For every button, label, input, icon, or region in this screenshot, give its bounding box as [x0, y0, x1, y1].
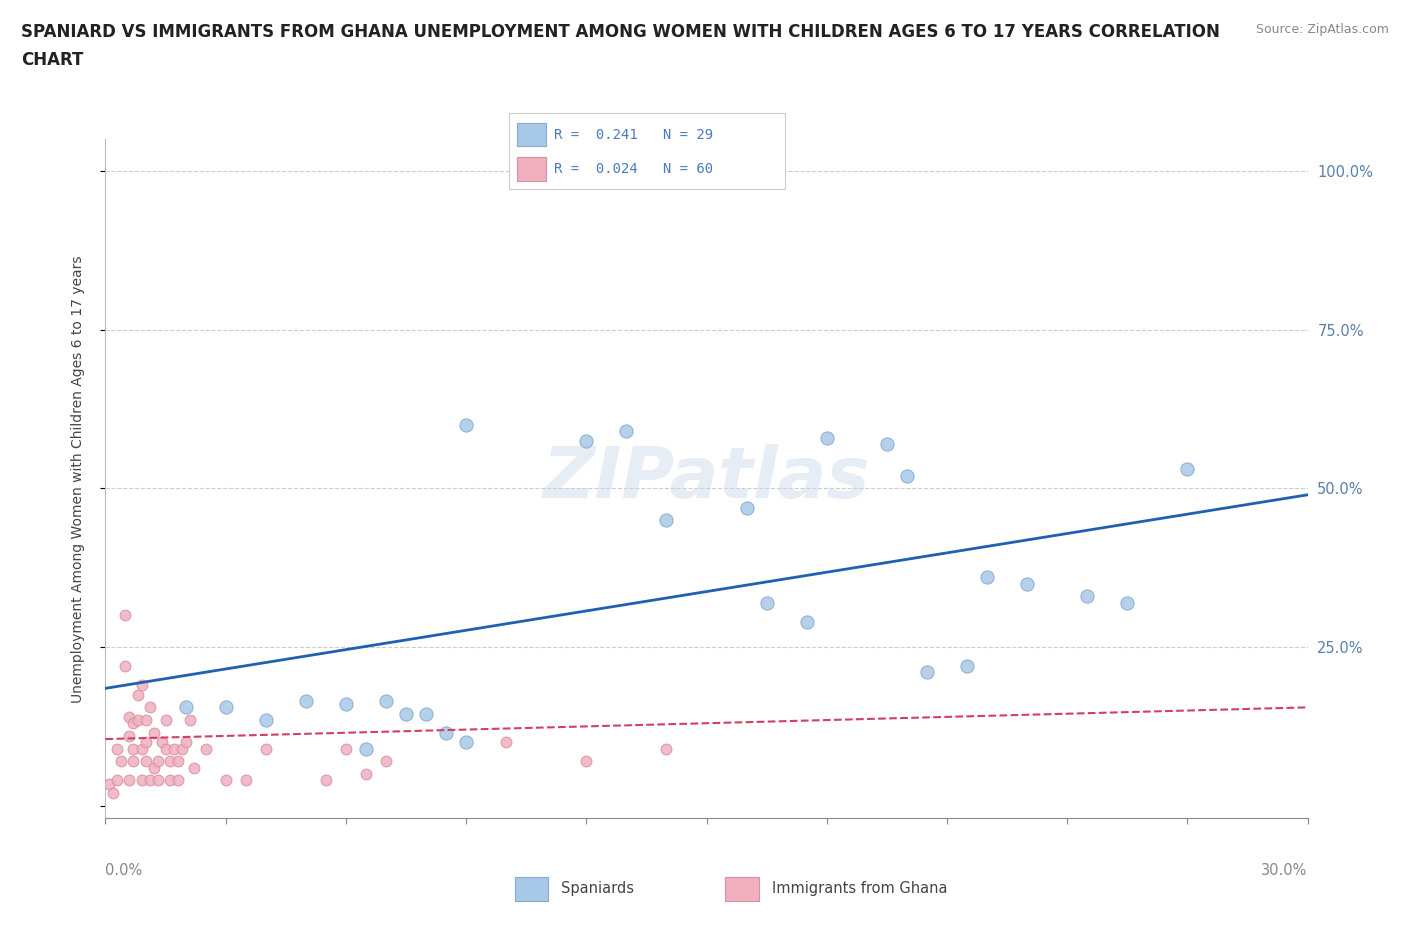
Point: [110, 754, 132, 769]
Point: [796, 615, 818, 630]
Point: [295, 694, 318, 709]
Point: [335, 741, 357, 756]
Point: [127, 687, 149, 702]
Point: [107, 773, 129, 788]
Point: [131, 678, 153, 693]
Point: [415, 706, 437, 721]
Point: [114, 608, 136, 623]
Point: [454, 418, 477, 432]
Bar: [517, 123, 546, 146]
Point: [655, 741, 678, 756]
Point: [976, 570, 998, 585]
Point: [122, 741, 145, 756]
FancyBboxPatch shape: [509, 113, 785, 189]
Point: [755, 595, 778, 610]
Point: [214, 700, 236, 715]
Point: [150, 735, 173, 750]
Point: [170, 741, 193, 756]
Point: [915, 665, 938, 680]
Point: [374, 694, 398, 709]
Point: [716, 164, 738, 179]
Point: [335, 697, 357, 711]
Point: [815, 431, 838, 445]
Point: [146, 773, 169, 788]
Point: [434, 725, 457, 740]
Point: [135, 735, 157, 750]
Point: [194, 741, 217, 756]
Point: [1076, 589, 1098, 604]
Point: [114, 658, 136, 673]
Bar: [515, 877, 548, 901]
Bar: [725, 877, 759, 901]
Point: [118, 773, 141, 788]
Point: [354, 741, 377, 756]
Point: [956, 658, 979, 673]
Point: [107, 741, 129, 756]
Point: [118, 728, 141, 743]
Text: Immigrants from Ghana: Immigrants from Ghana: [772, 881, 948, 896]
Point: [179, 712, 201, 727]
Point: [735, 500, 758, 515]
Text: CHART: CHART: [21, 51, 83, 69]
Point: [118, 710, 141, 724]
Point: [1017, 577, 1039, 591]
Point: [374, 754, 398, 769]
Point: [131, 741, 153, 756]
Point: [896, 469, 918, 484]
Point: [354, 766, 377, 781]
Point: [166, 773, 188, 788]
Text: Source: ZipAtlas.com: Source: ZipAtlas.com: [1256, 23, 1389, 36]
Point: [135, 712, 157, 727]
Point: [254, 741, 277, 756]
Point: [1116, 595, 1139, 610]
Text: R =  0.024   N = 60: R = 0.024 N = 60: [554, 163, 713, 177]
Point: [146, 754, 169, 769]
Point: [138, 700, 160, 715]
Point: [254, 712, 277, 727]
Point: [235, 773, 257, 788]
Point: [103, 786, 125, 801]
Point: [174, 700, 197, 715]
Text: Spaniards: Spaniards: [561, 881, 634, 896]
Point: [122, 716, 145, 731]
Point: [575, 433, 598, 448]
Point: [122, 754, 145, 769]
Text: R =  0.241   N = 29: R = 0.241 N = 29: [554, 127, 713, 141]
Point: [155, 712, 177, 727]
Point: [174, 735, 197, 750]
Point: [315, 773, 337, 788]
Point: [142, 725, 165, 740]
Point: [655, 512, 678, 527]
Text: SPANIARD VS IMMIGRANTS FROM GHANA UNEMPLOYMENT AMONG WOMEN WITH CHILDREN AGES 6 : SPANIARD VS IMMIGRANTS FROM GHANA UNEMPL…: [21, 23, 1220, 41]
Point: [138, 773, 160, 788]
Text: 0.0%: 0.0%: [105, 862, 142, 878]
Point: [155, 741, 177, 756]
Point: [616, 424, 638, 439]
Point: [159, 754, 181, 769]
Point: [214, 773, 236, 788]
Point: [98, 776, 121, 790]
Y-axis label: Unemployment Among Women with Children Ages 6 to 17 years: Unemployment Among Women with Children A…: [70, 255, 84, 703]
Point: [495, 735, 517, 750]
Point: [127, 712, 149, 727]
Point: [159, 773, 181, 788]
Text: 30.0%: 30.0%: [1261, 862, 1308, 878]
Point: [183, 760, 205, 775]
Point: [135, 754, 157, 769]
Point: [142, 760, 165, 775]
Point: [166, 754, 188, 769]
Text: ZIPatlas: ZIPatlas: [543, 445, 870, 513]
Bar: [517, 157, 546, 181]
Point: [575, 754, 598, 769]
Point: [162, 741, 184, 756]
Point: [395, 706, 418, 721]
Point: [131, 773, 153, 788]
Point: [1177, 462, 1199, 477]
Point: [454, 735, 477, 750]
Point: [876, 436, 898, 451]
